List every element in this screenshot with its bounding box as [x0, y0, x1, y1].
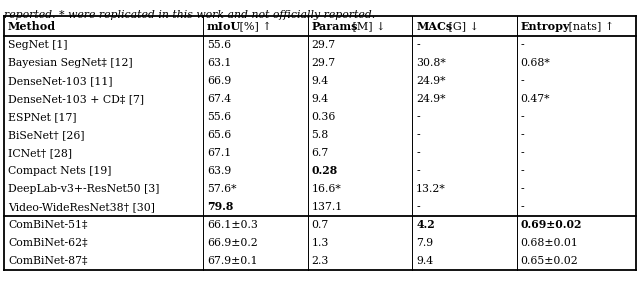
Text: MACs: MACs [416, 21, 452, 32]
Text: -: - [520, 130, 524, 140]
Text: -: - [416, 40, 420, 50]
Text: Entropy: Entropy [520, 21, 570, 32]
Text: -: - [416, 202, 420, 212]
Text: BiSeNet† [26]: BiSeNet† [26] [8, 130, 84, 140]
Text: 29.7: 29.7 [312, 58, 336, 68]
Text: 4.2: 4.2 [416, 220, 435, 230]
Text: 66.9: 66.9 [207, 76, 231, 86]
Text: Compact Nets [19]: Compact Nets [19] [8, 166, 111, 176]
Text: SegNet [1]: SegNet [1] [8, 40, 67, 50]
Text: 24.9*: 24.9* [416, 76, 445, 86]
Text: mIoU: mIoU [207, 21, 241, 32]
Text: 55.6: 55.6 [207, 112, 231, 122]
Text: 0.47*: 0.47* [520, 94, 550, 104]
Text: [%] ↑: [%] ↑ [236, 21, 272, 31]
Text: 65.6: 65.6 [207, 130, 231, 140]
Text: Method: Method [8, 21, 56, 32]
Text: -: - [416, 112, 420, 122]
Text: 1.3: 1.3 [312, 238, 329, 248]
Text: 0.65±0.02: 0.65±0.02 [520, 256, 579, 266]
Text: 0.28: 0.28 [312, 165, 338, 176]
Text: DeepLab-v3+-ResNet50 [3]: DeepLab-v3+-ResNet50 [3] [8, 184, 159, 194]
Text: 79.8: 79.8 [207, 201, 234, 212]
Text: Video-WideResNet38† [30]: Video-WideResNet38† [30] [8, 202, 155, 212]
Text: 9.4: 9.4 [416, 256, 433, 266]
Text: 6.7: 6.7 [312, 148, 329, 158]
Text: 30.8*: 30.8* [416, 58, 446, 68]
Text: DenseNet-103 + CD‡ [7]: DenseNet-103 + CD‡ [7] [8, 94, 144, 104]
Text: -: - [520, 166, 524, 176]
Text: -: - [520, 202, 524, 212]
Text: -: - [520, 112, 524, 122]
Text: 66.1±0.3: 66.1±0.3 [207, 220, 258, 230]
Text: 0.68±0.01: 0.68±0.01 [520, 238, 579, 248]
Text: Bayesian SegNet‡ [12]: Bayesian SegNet‡ [12] [8, 58, 132, 68]
Text: 67.9±0.1: 67.9±0.1 [207, 256, 258, 266]
Text: -: - [416, 130, 420, 140]
Text: 9.4: 9.4 [312, 76, 329, 86]
Text: Params: Params [312, 21, 358, 32]
Text: 5.8: 5.8 [312, 130, 329, 140]
Text: -: - [416, 148, 420, 158]
Text: 7.9: 7.9 [416, 238, 433, 248]
Text: 0.69±0.02: 0.69±0.02 [520, 220, 582, 230]
Text: ComBiNet-87‡: ComBiNet-87‡ [8, 256, 88, 266]
Text: -: - [520, 148, 524, 158]
Text: ComBiNet-51‡: ComBiNet-51‡ [8, 220, 88, 230]
Text: [G] ↓: [G] ↓ [445, 21, 479, 31]
Text: 0.68*: 0.68* [520, 58, 550, 68]
Text: 137.1: 137.1 [312, 202, 343, 212]
Text: [nats] ↑: [nats] ↑ [564, 21, 614, 31]
Text: -: - [520, 40, 524, 50]
Text: 9.4: 9.4 [312, 94, 329, 104]
Text: [M] ↓: [M] ↓ [349, 21, 385, 31]
Text: -: - [416, 166, 420, 176]
Text: ESPNet [17]: ESPNet [17] [8, 112, 77, 122]
Text: 2.3: 2.3 [312, 256, 329, 266]
Text: 0.7: 0.7 [312, 220, 329, 230]
Text: 55.6: 55.6 [207, 40, 231, 50]
Text: 13.2*: 13.2* [416, 184, 446, 194]
Text: 0.36: 0.36 [312, 112, 336, 122]
Text: -: - [520, 76, 524, 86]
Text: DenseNet-103 [11]: DenseNet-103 [11] [8, 76, 113, 86]
Text: -: - [520, 184, 524, 194]
Text: ComBiNet-62‡: ComBiNet-62‡ [8, 238, 88, 248]
Text: 57.6*: 57.6* [207, 184, 237, 194]
Text: ICNet† [28]: ICNet† [28] [8, 148, 72, 158]
Text: 67.1: 67.1 [207, 148, 231, 158]
Text: 67.4: 67.4 [207, 94, 231, 104]
Text: 66.9±0.2: 66.9±0.2 [207, 238, 258, 248]
Text: 24.9*: 24.9* [416, 94, 445, 104]
Text: 63.9: 63.9 [207, 166, 231, 176]
Text: 29.7: 29.7 [312, 40, 336, 50]
Text: reported. * were replicated in this work and not officially reported.: reported. * were replicated in this work… [4, 10, 375, 20]
Text: 16.6*: 16.6* [312, 184, 341, 194]
Text: 63.1: 63.1 [207, 58, 232, 68]
